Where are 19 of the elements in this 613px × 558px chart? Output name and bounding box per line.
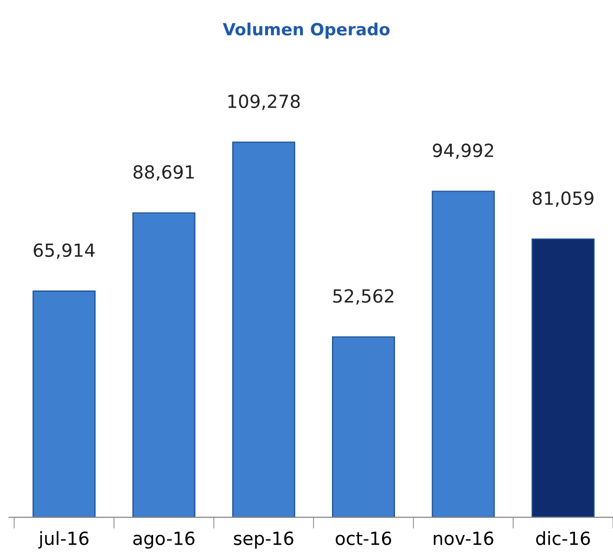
x-tick-label: ago-16 (133, 531, 194, 549)
bar (532, 238, 595, 518)
bar (132, 212, 196, 518)
x-tick-label: nov-16 (434, 531, 494, 546)
x-tick-label: oct-16 (336, 531, 392, 546)
x-tick-label: dic-16 (536, 531, 590, 546)
data-label: 65,914 (34, 243, 95, 259)
data-label: 94,992 (432, 144, 494, 160)
bar (432, 190, 495, 518)
x-tick-label: sep-16 (234, 531, 294, 549)
data-label: 81,059 (532, 191, 594, 207)
data-label: 88,691 (134, 165, 194, 181)
chart-title: Volumen Operado (222, 22, 390, 39)
data-label: 52,562 (333, 289, 394, 305)
bar (332, 336, 395, 518)
bar (232, 142, 296, 518)
x-tick-label: jul-16 (38, 531, 88, 549)
data-label: 109,278 (228, 94, 300, 110)
bar (32, 290, 96, 518)
